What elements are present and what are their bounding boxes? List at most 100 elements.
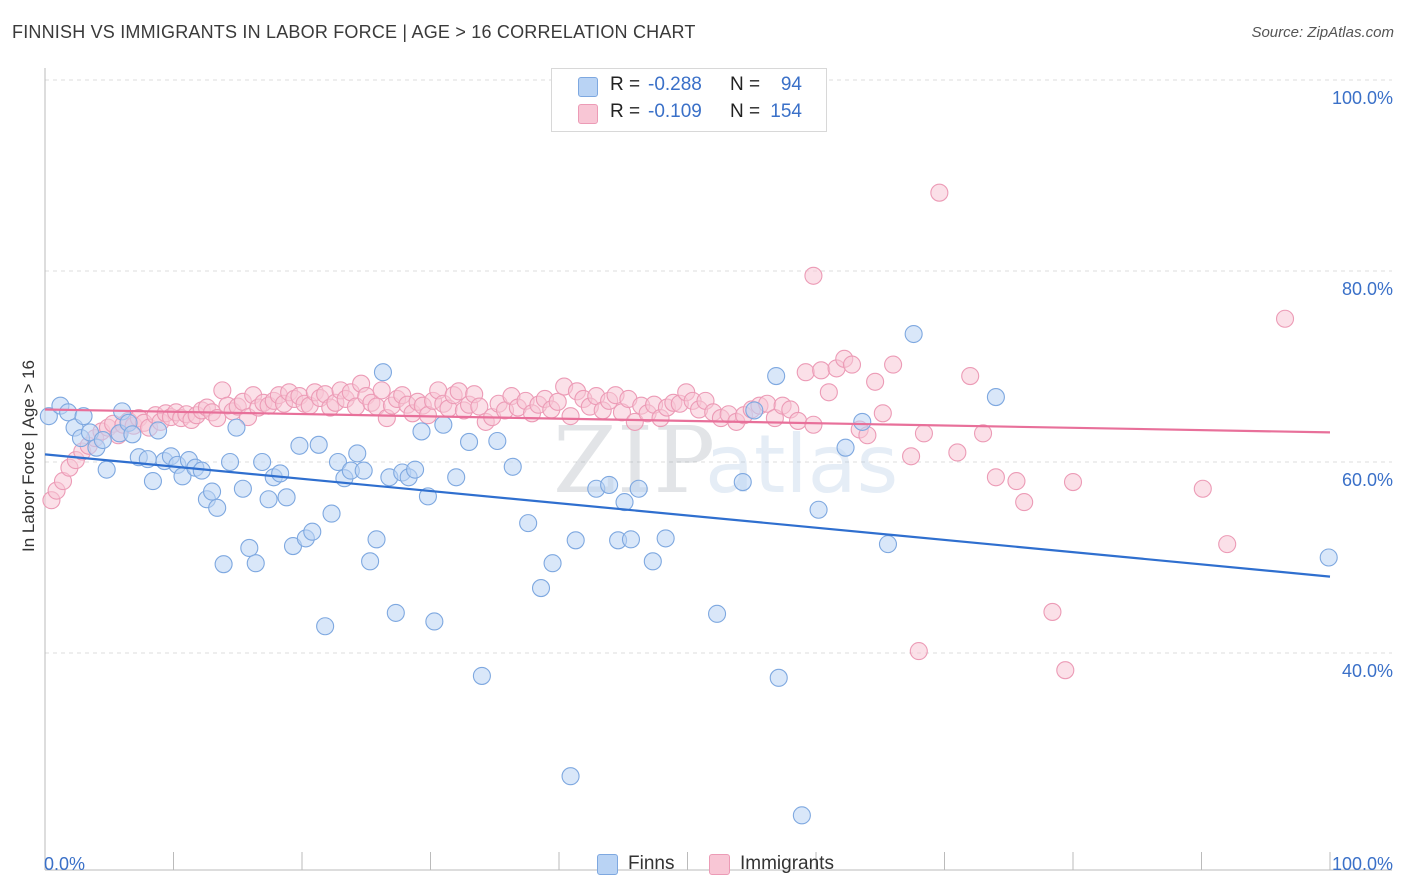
finns-point [309,435,328,454]
immigrants-point [873,404,892,423]
immigrants-point [1193,479,1212,498]
immigrants-point [884,355,903,374]
finns-point [1319,548,1338,567]
finns-point [561,767,580,786]
finns-point [220,452,240,472]
immigrants-point [819,383,838,402]
immigrants-points [42,183,1295,680]
finns-point [459,432,479,451]
immigrants-point [561,407,580,426]
finns-point [303,522,322,541]
y-tick-label: 60.0% [1342,470,1393,490]
immigrants-legend-label: Immigrants [740,853,834,874]
finns-point [853,412,872,431]
r-value: -0.288 [648,74,702,95]
finns-point [208,498,227,517]
finns-point [503,457,522,476]
finns-point [97,460,116,479]
finns-point [271,464,290,483]
immigrants-point [213,381,232,400]
x-tick-labels: 0.0% 100.0% [44,854,1393,874]
finns-point [123,425,142,444]
finns-point [792,806,811,825]
x-tick-label: 0.0% [44,854,85,874]
immigrants-trendline [44,408,1331,434]
finns-point [203,482,222,501]
immigrants-point [1007,472,1026,491]
finns-point [214,555,233,574]
finns-point [809,500,828,519]
finns-point [769,668,788,687]
finns-point [472,666,491,685]
finns-point [259,490,278,509]
n-label: N = [730,101,761,122]
immigrants-point [902,447,921,466]
immigrants-point [1056,661,1075,680]
finns-point [367,530,386,549]
finns-points [39,324,1338,825]
finns-point [316,617,335,636]
trendlines [44,408,1331,578]
finns-point [488,431,507,451]
immigrants-point [812,361,831,380]
immigrants-point [625,412,644,431]
immigrants-point [930,183,949,202]
immigrants-point [1275,309,1295,328]
source-label: Source: ZipAtlas.com [1251,24,1394,41]
r-label: R = [610,101,641,122]
finns-point [986,388,1005,407]
n-label: N = [730,74,761,95]
finns-point [240,538,259,558]
n-value: 154 [770,101,802,122]
finns-legend-label: Finns [628,853,675,874]
immigrants-swatch [578,104,598,124]
finns-point [354,461,373,480]
immigrants-point [1063,473,1083,492]
finns-point [629,479,648,498]
r-value: -0.109 [648,101,702,122]
finns-point [904,324,923,344]
stats-legend: R = -0.288 N = 94 R = -0.109 N = 154 [551,68,827,132]
y-axis-label: In Labor Force | Age > 16 [19,360,38,552]
y-tick-label: 80.0% [1342,279,1393,299]
immigrants-point [208,409,227,428]
finns-point [227,418,246,437]
x-tick-label: 100.0% [1332,854,1393,874]
immigrants-point [372,381,391,400]
gridlines [45,79,1392,654]
finns-point [643,552,662,571]
finns-point [143,472,162,491]
chart-title: FINNISH VS IMMIGRANTS IN LABOR FORCE | A… [12,22,696,42]
finns-legend-swatch [597,854,618,875]
finns-point [708,604,727,623]
immigrants-point [909,642,928,661]
immigrants-point [961,366,980,386]
finns-point [621,530,641,549]
r-label: R = [610,74,641,95]
finns-point [233,479,252,498]
y-tick-label: 40.0% [1342,661,1393,681]
finns-point [39,407,58,426]
finns-point [656,529,675,548]
finns-point [434,415,453,434]
finns-point [566,531,585,550]
immigrants-point [804,415,823,434]
finns-point [519,514,538,533]
finns-point [322,504,341,523]
immigrants-legend-swatch [709,854,730,875]
finns-point [836,438,855,457]
finns-point [733,473,752,492]
immigrants-point [548,392,567,411]
finns-point [328,452,348,472]
immigrants-point [986,468,1005,487]
immigrants-point [1218,535,1237,554]
finns-point [93,430,112,450]
finns-point [531,579,551,598]
immigrants-point [866,372,885,391]
finns-point [348,444,367,463]
finns-point [406,460,425,479]
n-value: 94 [780,74,802,95]
finns-point [74,407,93,426]
immigrants-point [1015,493,1034,512]
